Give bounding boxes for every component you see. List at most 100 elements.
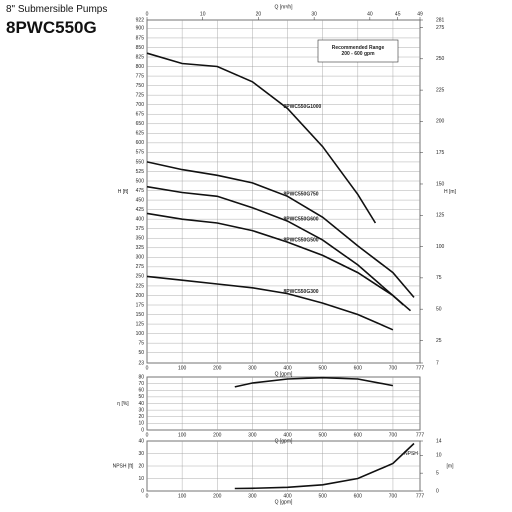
y-tick-label: 10 <box>138 476 144 482</box>
y-tick-label: 800 <box>136 64 145 70</box>
x-axis-label: Q [gpm] <box>275 499 293 505</box>
curve-label: 8PWC550G300 <box>284 289 319 295</box>
x-tick-label: 777 <box>416 365 425 371</box>
x-tick-label: 200 <box>213 365 222 371</box>
x-tick-label: 700 <box>389 493 398 499</box>
x-tick-label: 400 <box>283 493 292 499</box>
title: 8PWC550G <box>6 18 97 37</box>
y2-tick-label: 10 <box>436 453 442 459</box>
y2-tick-label: 150 <box>436 181 445 187</box>
x-tick-label: 600 <box>354 493 363 499</box>
y2-axis-label: H [m] <box>444 189 457 195</box>
curve <box>234 442 415 490</box>
x-tick-label: 300 <box>248 365 257 371</box>
y2-tick-label: 275 <box>436 25 445 31</box>
y-tick-label: 70 <box>138 381 144 387</box>
x-tick-label: 100 <box>178 493 187 499</box>
curve <box>146 161 415 298</box>
y2-tick-label: 100 <box>436 244 445 250</box>
x-tick-label: 777 <box>416 432 425 438</box>
x-tick-label: 500 <box>319 432 328 438</box>
y2-tick-label: 125 <box>436 213 445 219</box>
x-tick-label: 100 <box>178 365 187 371</box>
y2-tick-label: 5 <box>436 470 439 476</box>
y2-tick-label: 250 <box>436 56 445 62</box>
x-tick-label: 400 <box>283 365 292 371</box>
y-tick-label: 50 <box>138 394 144 400</box>
x-tick-label: 700 <box>389 432 398 438</box>
y-tick-label: 525 <box>136 169 145 175</box>
y-tick-label: 450 <box>136 197 145 203</box>
x-tick-label: 600 <box>354 365 363 371</box>
y-tick-label: 700 <box>136 102 145 108</box>
y2-tick-label: 225 <box>436 87 445 93</box>
x-tick-label: 300 <box>248 493 257 499</box>
x-axis-label: Q [gpm] <box>275 371 293 377</box>
y-tick-label: 500 <box>136 178 145 184</box>
x2-tick-label: 30 <box>311 11 317 17</box>
y-tick-label: 0 <box>141 488 144 494</box>
y-tick-label: 275 <box>136 264 145 270</box>
x-tick-label: 300 <box>248 432 257 438</box>
x-tick-label: 700 <box>389 365 398 371</box>
x2-tick-label: 40 <box>367 11 373 17</box>
y-tick-label: 225 <box>136 283 145 289</box>
y2-tick-label: 7 <box>436 360 439 366</box>
annotation: Recommended Range 200 - 600 gpm <box>332 45 385 57</box>
y-tick-label: 650 <box>136 121 145 127</box>
curve <box>146 275 394 331</box>
y-axis-label: η [%] <box>117 401 129 407</box>
y-tick-label: 75 <box>138 340 144 346</box>
y-tick-label: 425 <box>136 207 145 213</box>
y2-tick-label: 175 <box>436 150 445 156</box>
y-tick-label: 0 <box>141 427 144 433</box>
curve <box>146 212 412 312</box>
y-tick-label: 625 <box>136 131 145 137</box>
subtitle: 8" Submersible Pumps <box>6 4 108 15</box>
y-tick-label: 575 <box>136 150 145 156</box>
curve-label: 8PWC550G600 <box>284 216 319 222</box>
y-tick-label: 40 <box>138 401 144 407</box>
y-tick-label: 30 <box>138 407 144 413</box>
x-tick-label: 100 <box>178 432 187 438</box>
curve-label: 8PWC550G1000 <box>284 104 322 110</box>
x2-axis-label: Q [m³/h] <box>274 4 293 10</box>
y-tick-label: 100 <box>136 331 145 337</box>
y2-tick-label: 75 <box>436 275 442 281</box>
y-tick-label: 325 <box>136 245 145 251</box>
y-tick-label: 250 <box>136 274 145 280</box>
y2-tick-label: 200 <box>436 119 445 125</box>
y2-tick-label: 14 <box>436 438 442 444</box>
curve-label: 8PWC550G750 <box>284 192 319 198</box>
y-tick-label: 40 <box>138 438 144 444</box>
y-tick-label: 150 <box>136 312 145 318</box>
y-tick-label: 400 <box>136 216 145 222</box>
y-tick-label: 875 <box>136 35 145 41</box>
y-tick-label: 900 <box>136 26 145 32</box>
x-tick-label: 0 <box>146 493 149 499</box>
curve <box>146 52 377 224</box>
x-tick-label: 200 <box>213 493 222 499</box>
y2-axis-label: [m] <box>447 463 455 469</box>
y-tick-label: 775 <box>136 73 145 79</box>
y-axis-label: NPSH [ft] <box>113 463 134 469</box>
x2-tick-label: 10 <box>200 11 206 17</box>
y2-tick-label: 25 <box>436 338 442 344</box>
y-tick-label: 20 <box>138 414 144 420</box>
x-tick-label: 0 <box>146 365 149 371</box>
y-tick-label: 30 <box>138 451 144 457</box>
y-tick-label: 675 <box>136 112 145 118</box>
y-tick-label: 175 <box>136 302 145 308</box>
y-tick-label: 50 <box>138 350 144 356</box>
y-tick-label: 850 <box>136 45 145 51</box>
x-tick-label: 0 <box>146 432 149 438</box>
y-tick-label: 125 <box>136 321 145 327</box>
y-tick-label: 20 <box>138 463 144 469</box>
y-tick-label: 200 <box>136 293 145 299</box>
y-tick-label: 825 <box>136 54 145 60</box>
x2-tick-label: 49 <box>417 11 423 17</box>
y-tick-label: 350 <box>136 236 145 242</box>
y-tick-label: 725 <box>136 92 145 98</box>
x-tick-label: 600 <box>354 432 363 438</box>
